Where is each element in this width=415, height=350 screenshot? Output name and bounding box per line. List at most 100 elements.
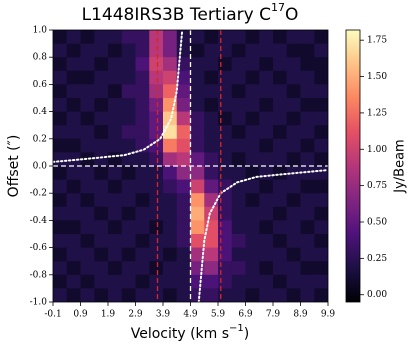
heat-cell xyxy=(53,193,68,208)
heat-cell xyxy=(259,98,274,113)
heat-cell xyxy=(190,152,205,167)
heat-cell xyxy=(176,166,192,181)
heat-cell xyxy=(231,288,247,302)
x-tick-label: 1.9 xyxy=(101,310,116,320)
heat-cell xyxy=(53,288,68,302)
heat-cell xyxy=(286,43,302,58)
heat-cell xyxy=(286,111,302,126)
heat-cell xyxy=(108,261,123,276)
heat-cell xyxy=(231,274,247,289)
heat-cell xyxy=(66,125,82,140)
heat-cell xyxy=(300,179,315,194)
heat-cell xyxy=(190,220,205,235)
model-curve xyxy=(197,169,328,302)
heat-cell xyxy=(231,125,247,140)
heat-cell xyxy=(94,30,109,45)
x-tick-label: 5.9 xyxy=(211,310,226,320)
heat-cell xyxy=(245,111,260,126)
heat-cell xyxy=(231,30,247,45)
colorbar-tick-label: 0.25 xyxy=(367,254,387,264)
heat-cell xyxy=(273,247,288,262)
heat-cell xyxy=(53,125,68,140)
heat-cell xyxy=(176,125,192,140)
heat-cell xyxy=(300,111,315,126)
heat-cell xyxy=(204,84,219,99)
heat-cell xyxy=(135,70,150,85)
heat-cell xyxy=(286,274,302,289)
heat-cell xyxy=(135,166,150,181)
heat-cell xyxy=(245,43,260,58)
heat-cell xyxy=(273,193,288,208)
heat-cell xyxy=(108,234,123,249)
heat-cell xyxy=(94,70,109,85)
heat-cell xyxy=(176,111,192,126)
heat-cell xyxy=(94,84,109,99)
heat-cell xyxy=(176,179,192,194)
heat-cell xyxy=(231,166,247,181)
heat-cell xyxy=(231,220,247,235)
heat-cell xyxy=(108,288,123,302)
heat-cell xyxy=(176,98,192,113)
heat-cell xyxy=(259,70,274,85)
heat-cell xyxy=(273,206,288,221)
heat-cell xyxy=(190,43,205,58)
heat-cell xyxy=(176,84,192,99)
x-tick-label: 0.9 xyxy=(73,310,88,320)
heat-cell xyxy=(259,57,274,72)
title-main: L1448IRS3B Tertiary C xyxy=(82,5,271,25)
heat-cell xyxy=(314,234,328,249)
x-label-sup: −1 xyxy=(229,323,244,334)
heat-cell xyxy=(121,206,137,221)
heat-cell xyxy=(245,274,260,289)
colorbar-tick-label: 1.25 xyxy=(367,108,387,118)
heat-cell xyxy=(273,30,288,45)
heat-cell xyxy=(286,193,302,208)
heat-cell xyxy=(204,57,219,72)
heat-cell xyxy=(121,220,137,235)
heat-cell xyxy=(190,84,205,99)
x-tick-label: 7.9 xyxy=(266,310,281,320)
heat-cell xyxy=(53,261,68,276)
heat-cell xyxy=(135,111,150,126)
heat-cell xyxy=(80,70,95,85)
heat-cell xyxy=(286,70,302,85)
heat-cell xyxy=(66,43,82,58)
heat-cell xyxy=(231,70,247,85)
heat-cell xyxy=(204,220,219,235)
heat-cell xyxy=(94,274,109,289)
heat-cell xyxy=(204,125,219,140)
heat-cell xyxy=(314,57,328,72)
heat-cell xyxy=(66,166,82,181)
heat-cell xyxy=(300,138,315,153)
heat-cell xyxy=(66,247,82,262)
heat-cell xyxy=(314,43,328,58)
heat-cell xyxy=(66,179,82,194)
heat-cell xyxy=(245,261,260,276)
heat-cell xyxy=(149,98,164,113)
heat-cell xyxy=(273,98,288,113)
heat-cell xyxy=(300,166,315,181)
heat-cell xyxy=(300,234,315,249)
x-label-end: ) xyxy=(244,326,249,342)
heat-cell xyxy=(190,70,205,85)
colorbar-tick-label: 1.75 xyxy=(367,36,387,46)
heat-cell xyxy=(231,234,247,249)
heat-cell xyxy=(314,111,328,126)
heat-cell xyxy=(149,261,164,276)
heat-cell xyxy=(121,98,137,113)
heat-cell xyxy=(300,98,315,113)
heat-cell xyxy=(149,206,164,221)
y-tick-label: 1.0 xyxy=(33,26,48,36)
heat-cell xyxy=(135,234,150,249)
y-tick-label: -0.6 xyxy=(30,243,48,253)
heat-cell xyxy=(314,288,328,302)
heat-cell xyxy=(259,138,274,153)
heat-cell xyxy=(121,261,137,276)
heat-cell xyxy=(314,261,328,276)
heat-cell xyxy=(245,152,260,167)
heat-cell xyxy=(80,193,95,208)
heat-cell xyxy=(231,111,247,126)
heat-cell xyxy=(218,84,233,99)
heat-cell xyxy=(218,220,233,235)
heat-cell xyxy=(149,57,164,72)
